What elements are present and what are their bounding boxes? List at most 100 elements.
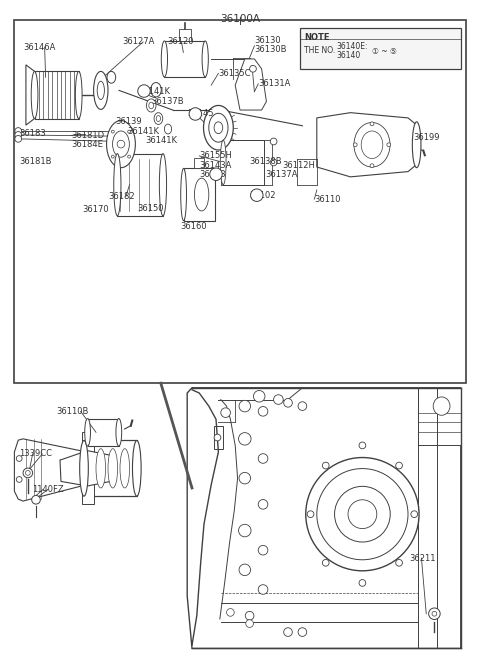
Text: 36100A: 36100A [220, 14, 260, 24]
Text: 36143: 36143 [199, 170, 226, 179]
Circle shape [239, 524, 251, 537]
Circle shape [239, 400, 251, 412]
Circle shape [25, 470, 30, 476]
Circle shape [128, 155, 131, 158]
Text: 36120: 36120 [167, 37, 193, 47]
Circle shape [370, 164, 374, 168]
Text: 36146A: 36146A [23, 43, 55, 52]
Circle shape [138, 84, 150, 98]
Circle shape [239, 564, 251, 576]
Text: 36102: 36102 [250, 191, 276, 200]
Text: NOTE: NOTE [304, 33, 329, 42]
Circle shape [15, 132, 22, 138]
Bar [418, 388, 461, 445]
Circle shape [258, 546, 268, 555]
Ellipse shape [161, 41, 168, 77]
Polygon shape [14, 439, 86, 501]
Circle shape [246, 620, 253, 627]
Circle shape [32, 495, 40, 504]
Text: 36138B: 36138B [250, 157, 282, 166]
Text: 36141K: 36141K [138, 87, 170, 96]
Bar [214, 426, 223, 449]
Text: 2: 2 [214, 170, 218, 179]
Circle shape [370, 122, 374, 126]
Bar [14, 20, 466, 383]
Circle shape [189, 107, 202, 121]
Circle shape [15, 136, 22, 142]
Ellipse shape [80, 441, 88, 496]
Circle shape [23, 468, 33, 477]
Text: 36155H: 36155H [199, 151, 232, 160]
Circle shape [317, 468, 408, 560]
Text: 36130: 36130 [254, 36, 281, 45]
Text: 36141K: 36141K [127, 126, 159, 136]
Text: 36160: 36160 [180, 222, 206, 231]
Circle shape [111, 130, 114, 133]
Circle shape [396, 559, 402, 566]
Ellipse shape [97, 81, 104, 100]
Circle shape [16, 456, 22, 461]
Circle shape [396, 462, 402, 469]
Ellipse shape [114, 154, 121, 216]
Text: 36127A: 36127A [122, 37, 155, 47]
Ellipse shape [354, 122, 390, 167]
Text: 36211: 36211 [409, 553, 436, 563]
Text: 36150: 36150 [137, 204, 163, 213]
Polygon shape [60, 451, 110, 486]
Text: 36110B: 36110B [57, 407, 89, 416]
Text: 4: 4 [142, 86, 146, 96]
Bar [223, 140, 264, 185]
Text: 1140FZ: 1140FZ [32, 485, 63, 494]
Circle shape [359, 580, 366, 586]
Ellipse shape [159, 154, 167, 216]
Polygon shape [187, 388, 461, 648]
Polygon shape [235, 59, 266, 110]
Bar [194, 158, 204, 168]
Ellipse shape [433, 397, 450, 415]
Circle shape [227, 608, 234, 616]
Circle shape [298, 402, 307, 411]
Circle shape [239, 472, 251, 484]
Circle shape [270, 138, 277, 145]
Ellipse shape [96, 449, 106, 488]
Circle shape [298, 627, 307, 637]
Circle shape [274, 395, 283, 404]
Ellipse shape [202, 41, 208, 77]
Circle shape [258, 454, 268, 463]
Ellipse shape [214, 122, 223, 134]
Text: 36140E:: 36140E: [336, 42, 368, 51]
Ellipse shape [31, 71, 38, 119]
Circle shape [245, 611, 254, 620]
Circle shape [214, 434, 221, 441]
Bar [84, 441, 137, 496]
Circle shape [258, 585, 268, 594]
Text: ① ~ ⑤: ① ~ ⑤ [372, 47, 397, 56]
Ellipse shape [209, 113, 228, 142]
Ellipse shape [220, 140, 226, 185]
Polygon shape [26, 65, 35, 125]
Circle shape [323, 559, 329, 566]
Ellipse shape [116, 419, 122, 446]
Text: 36110: 36110 [314, 195, 341, 204]
Text: 36130B: 36130B [254, 45, 287, 54]
Text: 36170: 36170 [83, 205, 109, 214]
Text: 36199: 36199 [414, 133, 440, 142]
Bar [117, 153, 163, 216]
Bar [179, 29, 191, 41]
Ellipse shape [194, 178, 209, 211]
Circle shape [432, 611, 437, 616]
Circle shape [16, 477, 22, 482]
Bar [183, 168, 215, 221]
Ellipse shape [361, 131, 383, 159]
Text: 36140: 36140 [336, 51, 360, 60]
Ellipse shape [165, 124, 172, 134]
Ellipse shape [154, 113, 163, 124]
Circle shape [270, 159, 277, 166]
Ellipse shape [149, 102, 154, 109]
Circle shape [250, 66, 256, 72]
Ellipse shape [107, 71, 116, 83]
Circle shape [239, 432, 251, 445]
Circle shape [306, 458, 419, 571]
Circle shape [15, 128, 22, 134]
Circle shape [411, 511, 418, 517]
